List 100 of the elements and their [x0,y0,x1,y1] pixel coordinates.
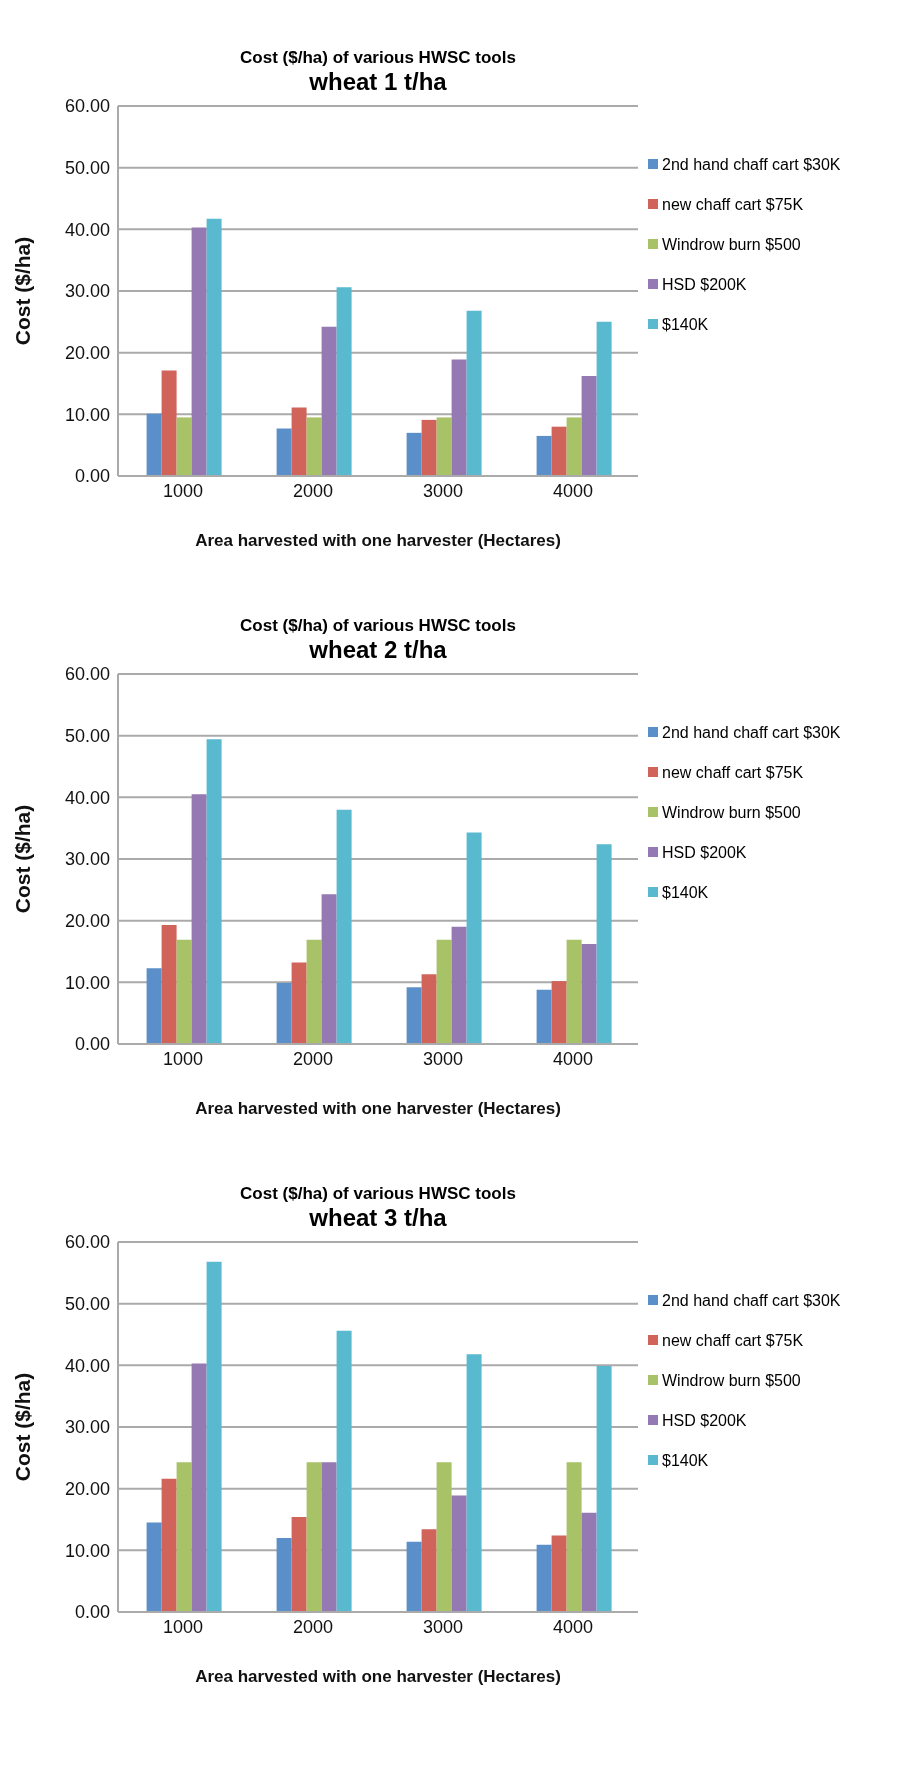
bar [321,894,337,1044]
bar [466,832,482,1044]
bar [336,1330,352,1612]
bar [291,962,307,1044]
bar [191,1363,207,1612]
bar [176,1462,192,1612]
legend-label: HSD $200K [662,276,747,294]
bar [421,1529,437,1612]
y-tick-label: 50.00 [64,726,110,747]
bar [596,844,612,1044]
bar [536,435,552,476]
legend-label: Windrow burn $500 [662,236,801,254]
chart-subtitle: wheat 2 t/ha [308,636,448,664]
legend-label: new chaff cart $75K [662,764,804,782]
x-axis-title: Area harvested with one harvester (Hectares) [195,531,561,550]
x-tick-label: 4000 [552,1048,594,1069]
legend-label: HSD $200K [662,1412,747,1430]
chart-title: Cost ($/ha) of various HWSC tools [239,1184,517,1204]
legend-label: 2nd hand chaff cart $30K [662,724,841,742]
x-tick-label: 1000 [162,480,204,501]
bar [146,1522,162,1612]
y-tick-label: 60.00 [64,96,110,117]
bar [551,426,567,476]
x-tick-label: 4000 [552,1616,594,1637]
x-tick-label: 2000 [292,1616,334,1637]
bar [466,1354,482,1612]
y-tick-label: 30.00 [64,281,110,302]
x-tick-label: 2000 [292,1048,334,1069]
bar [566,417,582,476]
bar [406,432,422,476]
bar [566,939,582,1044]
bar [306,1462,322,1612]
y-tick-label: 0.00 [74,466,110,487]
y-tick-label: 10.00 [64,972,110,993]
bar [276,428,292,476]
legend-label: 2nd hand chaff cart $30K [662,156,841,174]
bar [146,968,162,1044]
y-tick-label: 10.00 [64,1540,110,1561]
bar [551,981,567,1044]
bar [161,370,177,476]
bar [276,982,292,1044]
y-tick-label: 40.00 [64,219,110,240]
bar [161,924,177,1044]
y-axis-title: Cost ($/ha) [11,804,35,914]
bar [176,939,192,1044]
x-tick-label: 3000 [422,480,464,501]
chart-title: Cost ($/ha) of various HWSC tools [239,616,517,636]
y-tick-label: 10.00 [64,404,110,425]
legend-label: $140K [662,884,709,902]
bar [466,310,482,476]
x-tick-label: 1000 [162,1616,204,1637]
legend-label: 2nd hand chaff cart $30K [662,1292,841,1310]
bar [451,1495,467,1612]
bar [581,376,597,476]
y-tick-label: 40.00 [64,787,110,808]
bar [336,809,352,1044]
bar [421,419,437,476]
bar [306,939,322,1044]
x-tick-label: 3000 [422,1048,464,1069]
x-axis-title: Area harvested with one harvester (Hectares) [195,1667,561,1686]
y-tick-label: 20.00 [64,911,110,932]
legend-label: Windrow burn $500 [662,1372,801,1390]
y-axis-title: Cost ($/ha) [11,236,35,346]
x-tick-label: 4000 [552,480,594,501]
bar [146,413,162,476]
y-tick-label: 50.00 [64,158,110,179]
chart-subtitle: wheat 3 t/ha [308,1204,448,1232]
bar [291,407,307,476]
bar [406,1541,422,1612]
bar [321,1462,337,1612]
bar [306,417,322,476]
x-tick-label: 1000 [162,1048,204,1069]
legend-label: $140K [662,1452,709,1470]
legend-label: new chaff cart $75K [662,1332,804,1350]
bar [321,326,337,476]
y-tick-label: 30.00 [64,849,110,870]
bar [191,227,207,476]
bar [406,987,422,1044]
bar [581,1512,597,1612]
y-tick-label: 0.00 [74,1034,110,1055]
bar [276,1538,292,1612]
legend-label: Windrow burn $500 [662,804,801,822]
bar [206,1261,222,1612]
bar [596,321,612,476]
y-axis-title: Cost ($/ha) [11,1372,35,1482]
bar [436,939,452,1044]
legend-label: $140K [662,316,709,334]
y-tick-label: 20.00 [64,1479,110,1500]
x-axis-title: Area harvested with one harvester (Hectares) [195,1099,561,1118]
y-tick-label: 60.00 [64,664,110,685]
x-tick-label: 3000 [422,1616,464,1637]
y-tick-label: 40.00 [64,1355,110,1376]
bar [206,218,222,476]
bar [291,1517,307,1612]
y-tick-label: 60.00 [64,1232,110,1253]
bar [566,1462,582,1612]
legend-label: HSD $200K [662,844,747,862]
bar [421,974,437,1044]
bar [536,1544,552,1612]
bar [536,989,552,1044]
